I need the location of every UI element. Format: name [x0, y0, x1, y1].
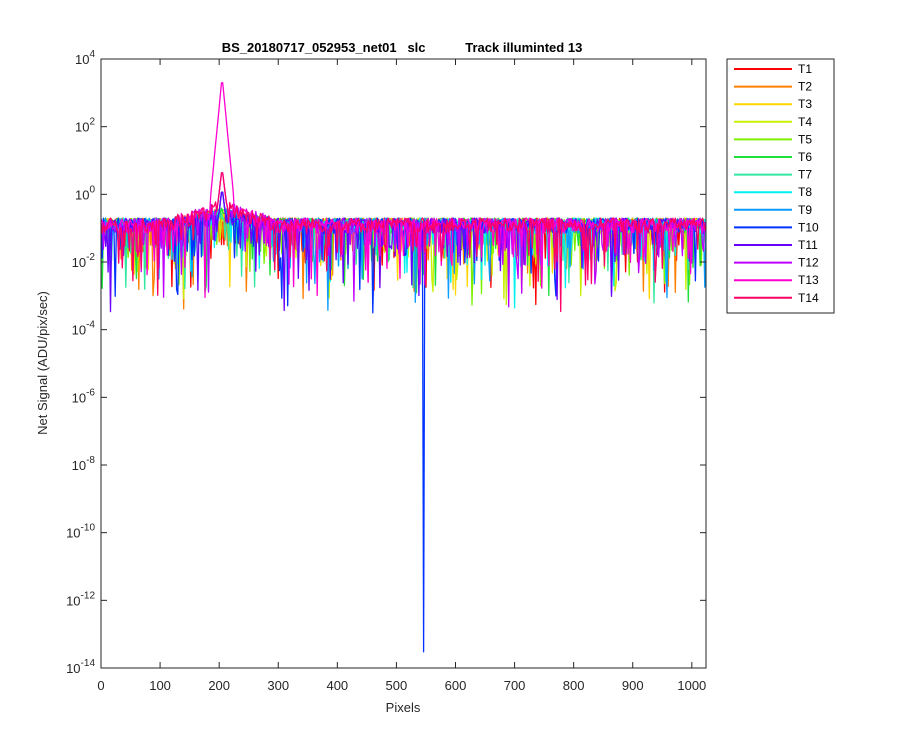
x-axis: 0 100 200 300 400 500 600 700 800 900 1000 [97, 59, 706, 693]
legend-label-t4: T4 [798, 115, 812, 129]
legend-label-t14: T14 [798, 291, 819, 305]
legend-label-t9: T9 [798, 203, 812, 217]
y-tick-label: 10-12 [66, 590, 95, 608]
y-tick-label: 102 [75, 117, 95, 135]
series-line-t14 [101, 172, 706, 313]
y-tick-label: 10-14 [66, 658, 95, 676]
legend-label-t7: T7 [798, 168, 812, 182]
x-tick-label: 700 [504, 678, 526, 693]
y-tick-label: 10-2 [72, 252, 96, 270]
legend-label-t2: T2 [798, 80, 812, 94]
x-tick-label: 0 [97, 678, 104, 693]
plot-area [101, 59, 706, 668]
x-tick-label: 100 [149, 678, 171, 693]
y-axis-label: Net Signal (ADU/pix/sec) [35, 291, 50, 435]
y-tick-label: 104 [75, 49, 95, 67]
y-tick-label: 10-8 [72, 455, 96, 473]
plot-frame [100, 58, 707, 669]
chart-title: BS_20180717_052953_net01 slc Track illum… [222, 40, 583, 55]
legend-label-t3: T3 [798, 97, 812, 111]
x-axis-label: Pixels [386, 700, 421, 715]
x-tick-label: 800 [563, 678, 585, 693]
y-tick-label: 10-6 [72, 387, 96, 405]
y-tick-label: 10-4 [72, 320, 96, 338]
legend-label-t12: T12 [798, 256, 819, 270]
x-tick-label: 1000 [677, 678, 706, 693]
legend-box [726, 58, 835, 314]
legend-label-t6: T6 [798, 150, 812, 164]
x-tick-label: 900 [622, 678, 644, 693]
y-axis: 10-14 10-12 10-10 10-8 10-6 10-4 10-2 100 102 104 [66, 49, 706, 676]
x-tick-label: 400 [326, 678, 348, 693]
legend: T1 T2 T3 T4 T5 T6 T7 T8 T9 T10 T11 T12 T13 T14 [726, 58, 835, 314]
legend-label-t10: T10 [798, 220, 819, 234]
series-layer [101, 82, 706, 653]
x-tick-label: 500 [386, 678, 408, 693]
legend-label-t11: T11 [798, 238, 818, 252]
legend-label-t1: T1 [798, 62, 812, 76]
legend-label-t5: T5 [798, 132, 812, 146]
y-tick-label: 100 [75, 184, 95, 202]
x-tick-label: 300 [267, 678, 289, 693]
y-tick-label: 10-10 [66, 523, 95, 541]
legend-label-t13: T13 [798, 273, 819, 287]
x-tick-label: 600 [445, 678, 467, 693]
x-tick-label: 200 [208, 678, 230, 693]
legend-label-t8: T8 [798, 185, 812, 199]
